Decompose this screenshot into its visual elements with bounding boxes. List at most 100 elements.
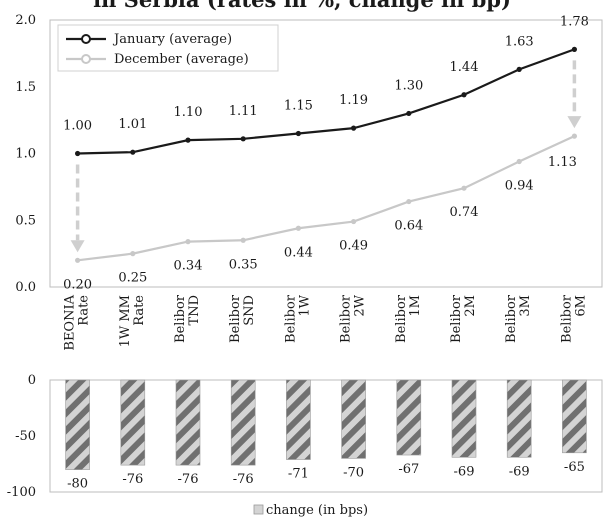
data-point (571, 46, 578, 52)
legend-label: December (average) (114, 52, 249, 67)
bar-value-label: -76 (122, 472, 143, 487)
data-label-january: 1.44 (450, 60, 479, 75)
x-tick-label-line1: Belibor (394, 294, 409, 343)
series-line-december (77, 135, 575, 262)
y-tick-label: 1.5 (15, 80, 36, 95)
x-tick-label-line1: Belibor (228, 294, 243, 343)
bar (341, 379, 366, 459)
data-point (351, 125, 357, 131)
legend-label: January (average) (112, 32, 232, 47)
x-tick-label-line1: Belibor (449, 294, 464, 343)
x-tick-label: 1W MM Rate (118, 295, 147, 348)
bar (451, 379, 477, 458)
x-tick-label-line2: 2W (353, 294, 368, 316)
x-tick-label: Belibor 2M (449, 294, 478, 343)
data-label-january: 1.30 (394, 78, 423, 93)
x-tick-label-line2: TND (187, 295, 202, 325)
data-point (185, 137, 191, 143)
data-label-december: 0.49 (339, 239, 368, 254)
data-point (351, 218, 357, 225)
legend: change (in bps) (253, 503, 368, 518)
data-point (130, 251, 136, 257)
data-point (295, 130, 301, 137)
plot-area (49, 379, 603, 493)
data-label-december: 1.13 (548, 155, 577, 170)
x-tick-label-line1: BEONIA (63, 294, 78, 350)
bar-value-label: -65 (564, 460, 585, 475)
x-tick-label: Belibor SND (228, 294, 257, 343)
x-tick-label: Belibor 3M (504, 294, 533, 343)
data-label-december: 0.35 (229, 257, 258, 272)
data-label-january: 1.63 (505, 34, 534, 49)
bar (230, 379, 256, 466)
x-tick-label: Belibor 1M (394, 294, 423, 343)
data-label-december: 0.25 (118, 271, 147, 286)
x-tick-label-line2: Rate (77, 295, 92, 326)
bar-chart: 0 -50 -100 -80 -76 -76 -76 -71 -70 -67 -69 -69 -65 ch… (7, 373, 603, 518)
x-tick-label: Belibor 1W (283, 294, 312, 343)
data-label-december: 0.44 (284, 245, 313, 260)
x-tick-label-line1: Belibor (504, 294, 519, 343)
x-tick-label: Belibor 6M (559, 294, 588, 343)
bar (562, 379, 587, 454)
data-label-january: 1.11 (229, 104, 258, 119)
data-point (516, 66, 522, 72)
data-point (295, 225, 301, 231)
x-tick-label: BEONIA Rate (63, 294, 92, 350)
data-point (75, 257, 81, 263)
chart-title: in Serbia (rates in %, change in bp) (93, 0, 511, 12)
x-tick-label-line2: 1W (297, 294, 312, 316)
data-label-january: 1.10 (174, 105, 203, 120)
x-tick-label-line1: Belibor (173, 294, 188, 343)
plot-area (49, 19, 603, 288)
bar (286, 379, 311, 460)
data-point (406, 198, 412, 205)
y-tick-label: 2.0 (15, 13, 36, 28)
bar (65, 379, 90, 470)
y-tick-label: 0 (28, 373, 36, 388)
bar-value-label: -76 (233, 472, 254, 487)
series-line-january (77, 48, 575, 155)
y-tick-label: 0.5 (15, 213, 36, 228)
y-tick-label: -50 (15, 429, 36, 444)
data-point (461, 185, 467, 191)
data-label-december: 0.34 (174, 259, 203, 274)
data-label-december: 0.20 (63, 277, 92, 292)
data-point (240, 136, 246, 142)
bar-value-label: -76 (178, 472, 199, 487)
data-point (75, 150, 81, 157)
bar-value-label: -69 (509, 464, 530, 479)
bar-value-label: -70 (343, 465, 364, 480)
data-point (461, 92, 467, 98)
data-point (240, 237, 246, 243)
data-point (130, 149, 136, 155)
x-tick-label-line2: Rate (132, 295, 147, 326)
x-tick-label-line2: 1M (408, 295, 423, 317)
x-tick-label-line2: 2M (463, 295, 478, 317)
data-label-january: 1.15 (284, 98, 313, 113)
legend-marker (81, 34, 91, 44)
data-point (406, 110, 412, 117)
legend-marker (81, 54, 91, 64)
bar (120, 379, 146, 466)
bar-value-label: -80 (67, 477, 88, 492)
data-label-january: 1.78 (560, 14, 589, 29)
x-tick-label-line1: Belibor (339, 294, 354, 343)
x-tick-label-line2: 3M (518, 295, 533, 317)
data-label-december: 0.64 (394, 219, 423, 234)
x-tick-label: Belibor 2W (339, 294, 368, 343)
bar (396, 379, 422, 456)
data-label-january: 1.01 (118, 117, 147, 132)
data-point (185, 239, 191, 245)
bar (506, 379, 532, 458)
y-tick-label: 1.0 (15, 147, 36, 162)
data-point (571, 133, 578, 139)
y-tick-label: -100 (7, 485, 36, 500)
y-tick-label: 0.0 (15, 280, 36, 295)
bar-value-label: -71 (288, 467, 309, 482)
data-label-december: 0.74 (450, 205, 479, 220)
legend: January (average) December (average) (57, 24, 279, 72)
x-tick-label-line1: Belibor (559, 294, 574, 343)
